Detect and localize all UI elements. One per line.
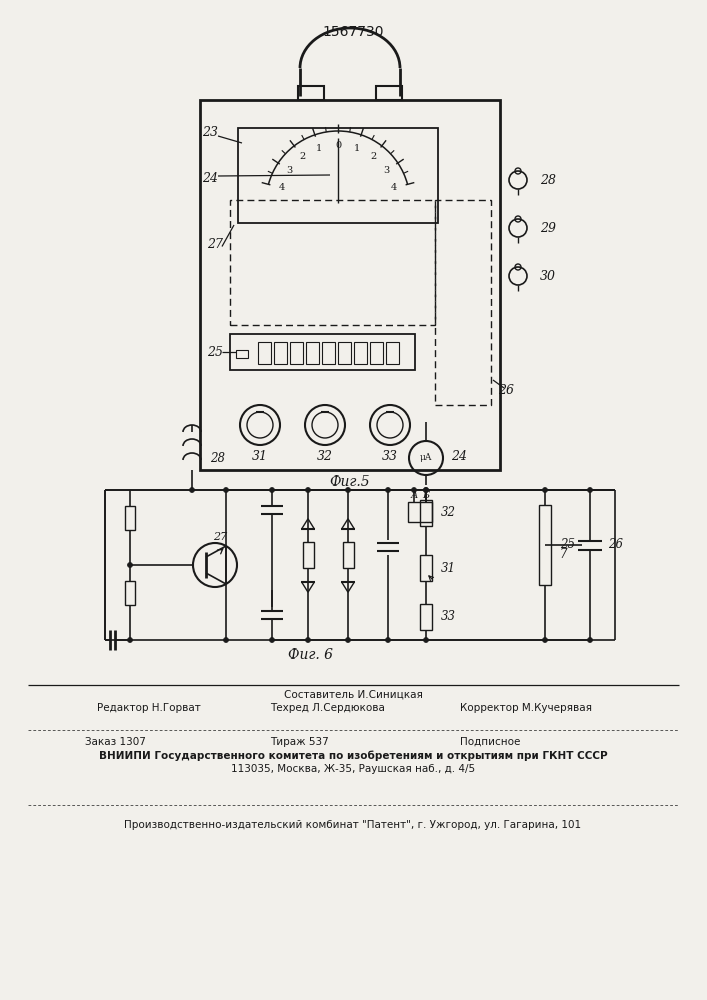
- Text: 31: 31: [441, 562, 456, 574]
- Text: 7: 7: [559, 548, 567, 562]
- Bar: [303, 542, 313, 568]
- Bar: [420, 555, 432, 581]
- Text: ВНИИПИ Государственного комитета по изобретениям и открытиям при ГКНТ СССР: ВНИИПИ Государственного комитета по изоб…: [99, 751, 607, 761]
- Text: 26: 26: [608, 538, 623, 552]
- Text: 1: 1: [316, 144, 322, 153]
- Text: 3: 3: [383, 166, 390, 175]
- Text: Заказ 1307: Заказ 1307: [85, 737, 146, 747]
- Circle shape: [423, 638, 428, 643]
- Circle shape: [127, 562, 132, 568]
- Bar: [230, 334, 415, 370]
- Text: 25: 25: [560, 538, 575, 552]
- Text: Редактор Н.Горват: Редактор Н.Горват: [97, 703, 201, 713]
- Text: 0: 0: [335, 140, 341, 149]
- Text: 24: 24: [451, 450, 467, 462]
- Text: 27: 27: [213, 532, 227, 542]
- Text: Корректор М.Кучерявая: Корректор М.Кучерявая: [460, 703, 592, 713]
- Circle shape: [269, 488, 274, 492]
- Text: 23: 23: [202, 126, 218, 139]
- Text: Фиг.5: Фиг.5: [329, 475, 370, 489]
- Text: Фиг. 6: Фиг. 6: [288, 648, 332, 662]
- Bar: [408, 502, 432, 522]
- Bar: [230, 200, 435, 325]
- Bar: [342, 542, 354, 568]
- Circle shape: [588, 488, 592, 492]
- Circle shape: [346, 488, 351, 492]
- Bar: [376, 86, 402, 100]
- Bar: [125, 581, 135, 605]
- Text: Техред Л.Сердюкова: Техред Л.Сердюкова: [270, 703, 385, 713]
- Bar: [386, 342, 399, 364]
- Circle shape: [305, 488, 310, 492]
- Text: 2: 2: [300, 152, 306, 161]
- Circle shape: [223, 638, 228, 643]
- Bar: [298, 86, 324, 100]
- Bar: [539, 505, 551, 585]
- Circle shape: [269, 638, 274, 643]
- Text: Производственно-издательский комбинат "Патент", г. Ужгород, ул. Гагарина, 101: Производственно-издательский комбинат "П…: [124, 820, 582, 830]
- Text: 32: 32: [441, 506, 456, 520]
- Text: 1567730: 1567730: [322, 25, 384, 39]
- Text: μA: μA: [420, 454, 432, 462]
- Text: 25: 25: [207, 346, 223, 359]
- Text: 31: 31: [252, 450, 268, 464]
- Bar: [322, 342, 335, 364]
- Text: 26: 26: [498, 383, 514, 396]
- Bar: [338, 342, 351, 364]
- Bar: [258, 342, 271, 364]
- Bar: [236, 350, 248, 358]
- Circle shape: [385, 488, 390, 492]
- Text: 28: 28: [210, 452, 225, 464]
- Bar: [125, 506, 135, 530]
- Bar: [354, 342, 367, 364]
- Circle shape: [305, 638, 310, 643]
- Text: 28: 28: [540, 174, 556, 186]
- Circle shape: [127, 638, 132, 643]
- Circle shape: [588, 638, 592, 643]
- Text: Составитель И.Синицкая: Составитель И.Синицкая: [284, 690, 423, 700]
- Circle shape: [542, 488, 547, 492]
- Circle shape: [423, 488, 428, 492]
- Text: 33: 33: [441, 610, 456, 624]
- Circle shape: [542, 638, 547, 643]
- Text: Тираж 537: Тираж 537: [270, 737, 329, 747]
- Bar: [420, 604, 432, 630]
- Text: 1: 1: [354, 144, 360, 153]
- Bar: [274, 342, 287, 364]
- Text: 3: 3: [286, 166, 293, 175]
- Circle shape: [223, 488, 228, 492]
- Circle shape: [385, 638, 390, 643]
- Bar: [420, 500, 432, 526]
- Circle shape: [346, 638, 351, 643]
- Text: 33: 33: [382, 450, 398, 464]
- Bar: [435, 200, 491, 405]
- Text: 4: 4: [279, 183, 285, 192]
- Bar: [238, 128, 438, 223]
- Text: 30: 30: [540, 269, 556, 282]
- Bar: [306, 342, 319, 364]
- Text: 2: 2: [370, 152, 376, 161]
- Bar: [290, 342, 303, 364]
- Text: 29: 29: [540, 222, 556, 234]
- Text: 4: 4: [391, 183, 397, 192]
- Circle shape: [411, 488, 416, 492]
- Circle shape: [423, 488, 428, 492]
- Text: 27: 27: [207, 238, 223, 251]
- Text: 32: 32: [317, 450, 333, 464]
- Text: 113035, Москва, Ж-35, Раушская наб., д. 4/5: 113035, Москва, Ж-35, Раушская наб., д. …: [231, 764, 475, 774]
- Text: Подписное: Подписное: [460, 737, 520, 747]
- Text: Б: Б: [423, 491, 430, 500]
- Circle shape: [189, 488, 194, 492]
- Bar: [200, 100, 500, 470]
- Bar: [370, 342, 383, 364]
- Text: 24: 24: [202, 172, 218, 184]
- Text: А: А: [410, 491, 418, 500]
